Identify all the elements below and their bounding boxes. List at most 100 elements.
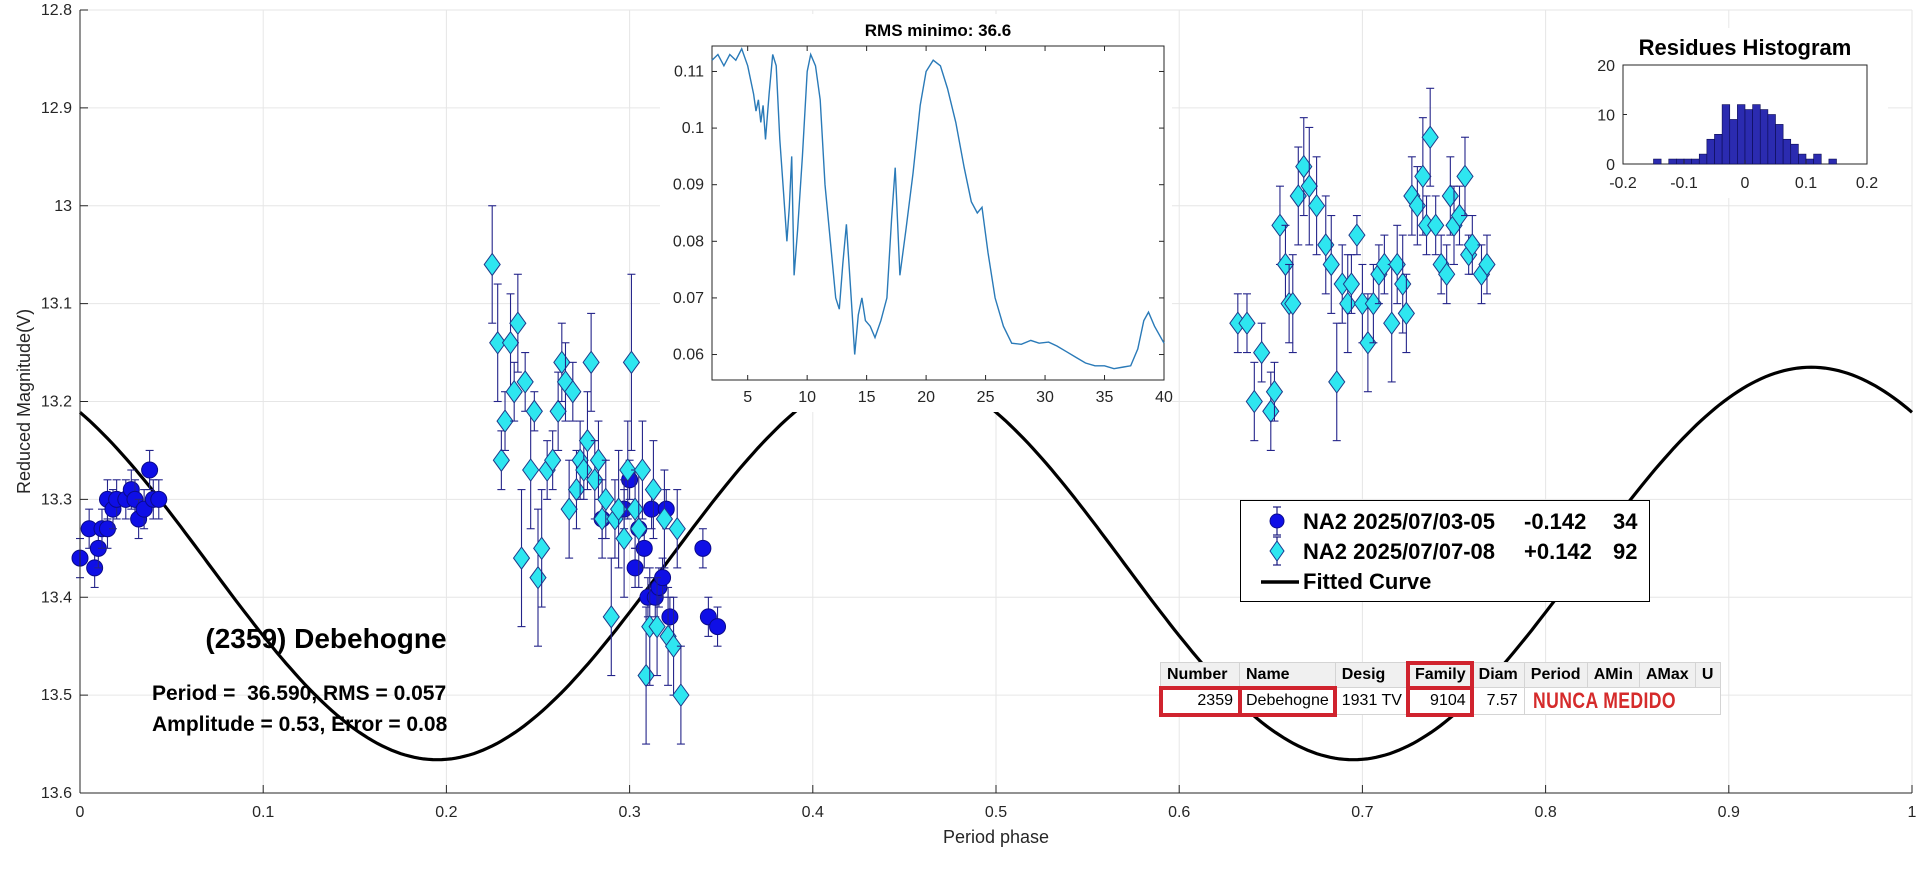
data-point-circle	[643, 500, 661, 518]
legend-label: Fitted Curve	[1303, 569, 1432, 594]
table-row: 2359 Debehogne 1931 TV 9104 7.57 NUNCA M…	[1158, 685, 1721, 717]
cell-period-status: NUNCA MEDIDO	[1523, 687, 1721, 715]
cell-number: 2359	[1158, 685, 1242, 717]
data-point-diamond	[505, 379, 523, 404]
data-point-diamond	[1414, 164, 1432, 189]
data-point-diamond	[1245, 389, 1263, 414]
y-tick-label: 12.9	[41, 100, 72, 117]
periodogram-x-tick-label: 5	[743, 389, 752, 406]
col-amax: AMax	[1638, 662, 1696, 688]
data-point-diamond	[1438, 262, 1456, 287]
data-point-diamond	[630, 516, 648, 541]
col-period: Period	[1523, 662, 1588, 688]
histogram-x-tick-label: 0	[1741, 175, 1750, 192]
legend-entry-series-1: NA2 2025/07/03-05 -0.142 34	[1241, 506, 1649, 537]
data-point-diamond	[1253, 340, 1271, 365]
histogram-y-tick-label: 0	[1606, 157, 1615, 174]
cell-diam: 7.57	[1471, 687, 1525, 715]
data-points	[71, 87, 1496, 745]
col-amin: AMin	[1586, 662, 1640, 688]
histogram-bar	[1813, 153, 1822, 165]
data-point-diamond	[1427, 213, 1445, 238]
data-point-circle	[694, 539, 712, 557]
histogram-bar	[1759, 109, 1769, 165]
histogram-bar	[1775, 124, 1784, 165]
data-point-diamond	[1328, 370, 1346, 394]
data-point-diamond	[560, 497, 578, 522]
residues-histogram-inset: Residues Histogram -0.2 -0.1 0 0.1 0.2 0 10 20	[1597, 28, 1888, 198]
data-point-diamond	[564, 379, 582, 404]
data-point-diamond	[633, 458, 652, 482]
histogram-bar	[1691, 158, 1700, 165]
data-point-circle	[661, 608, 679, 626]
y-tick-label: 13	[54, 198, 72, 215]
data-point-circle	[150, 490, 168, 508]
data-point-diamond	[597, 487, 615, 512]
x-tick-label: 0.4	[802, 804, 824, 821]
periodogram-x-tick-label: 15	[858, 389, 876, 406]
data-point-diamond	[644, 477, 663, 502]
data-point-diamond	[1383, 311, 1401, 336]
legend-entry-fit: Fitted Curve	[1241, 567, 1649, 597]
x-tick-label: 0.3	[618, 804, 640, 821]
data-point-diamond	[1478, 252, 1496, 277]
legend-count: 92	[1613, 539, 1638, 564]
histogram-bar	[1767, 114, 1776, 165]
periodogram-x-tick-label: 20	[917, 389, 935, 406]
y-tick-label: 13.2	[41, 394, 72, 411]
histogram-bar	[1676, 158, 1685, 165]
data-point-diamond	[664, 634, 683, 659]
y-tick-label: 13.4	[41, 589, 72, 606]
cell-family: 9104	[1406, 685, 1475, 717]
amplitude-error-text: Amplitude = 0.53, Error = 0.08	[152, 713, 448, 736]
periodogram-y-tick-label: 0.07	[673, 290, 704, 307]
circle-marker-icon	[1269, 506, 1285, 536]
histogram-x-tick-label: -0.1	[1670, 175, 1698, 192]
periodogram-y-tick-label: 0.06	[673, 347, 704, 364]
data-point-circle	[709, 618, 727, 636]
x-tick-label: 0.8	[1534, 804, 1556, 821]
data-point-diamond	[589, 448, 608, 473]
data-point-diamond	[516, 370, 534, 394]
data-point-diamond	[1322, 252, 1340, 277]
periodogram-x-tick-label: 40	[1155, 389, 1173, 406]
periodogram-x-tick-label: 35	[1096, 389, 1114, 406]
col-family: Family	[1406, 660, 1475, 690]
histogram-bar	[1828, 158, 1837, 165]
legend-entry-series-2: NA2 2025/07/07-08 +0.142 92	[1241, 536, 1649, 567]
col-desig: Desig	[1334, 662, 1409, 688]
data-point-diamond	[622, 350, 641, 375]
x-tick-label: 1	[1908, 804, 1917, 821]
x-tick-label: 0.6	[1168, 804, 1190, 821]
histogram-bar	[1683, 158, 1692, 165]
data-point-diamond	[549, 399, 567, 424]
histogram-title: Residues Histogram	[1639, 35, 1852, 60]
table-header-row: Number Name Desig Family Diam Period AMi…	[1160, 660, 1721, 690]
periodogram-y-tick-label: 0.08	[673, 233, 704, 250]
col-name: Name	[1239, 662, 1336, 688]
histogram-bar	[1805, 158, 1814, 165]
periodogram-x-tick-label: 30	[1036, 389, 1054, 406]
histogram-bar	[1698, 153, 1708, 165]
histogram-bar	[1721, 104, 1731, 165]
data-point-diamond	[1397, 301, 1415, 326]
histogram-bar	[1706, 138, 1715, 165]
data-point-circle	[141, 461, 159, 479]
data-point-diamond	[544, 448, 562, 473]
data-point-diamond	[578, 428, 597, 453]
periodogram-y-tick-label: 0.11	[674, 63, 704, 80]
y-axis-label: Reduced Magnitude(V)	[14, 309, 34, 494]
histogram-bar	[1790, 143, 1799, 165]
periodogram-inset: RMS minimo: 36.6 5 10 15 20 25 30 35 40 0.06 0.07 0…	[660, 14, 1173, 412]
data-point-diamond	[522, 458, 540, 482]
x-axis-label: Period phase	[943, 827, 1049, 847]
data-point-diamond	[512, 546, 531, 570]
histogram-bar	[1798, 153, 1807, 165]
legend-count: 34	[1613, 509, 1638, 534]
histogram-bar	[1729, 119, 1738, 165]
data-point-diamond	[1463, 233, 1481, 257]
data-point-diamond	[1375, 252, 1394, 277]
x-tick-label: 0.2	[435, 804, 457, 821]
y-tick-label: 13.5	[41, 687, 72, 704]
